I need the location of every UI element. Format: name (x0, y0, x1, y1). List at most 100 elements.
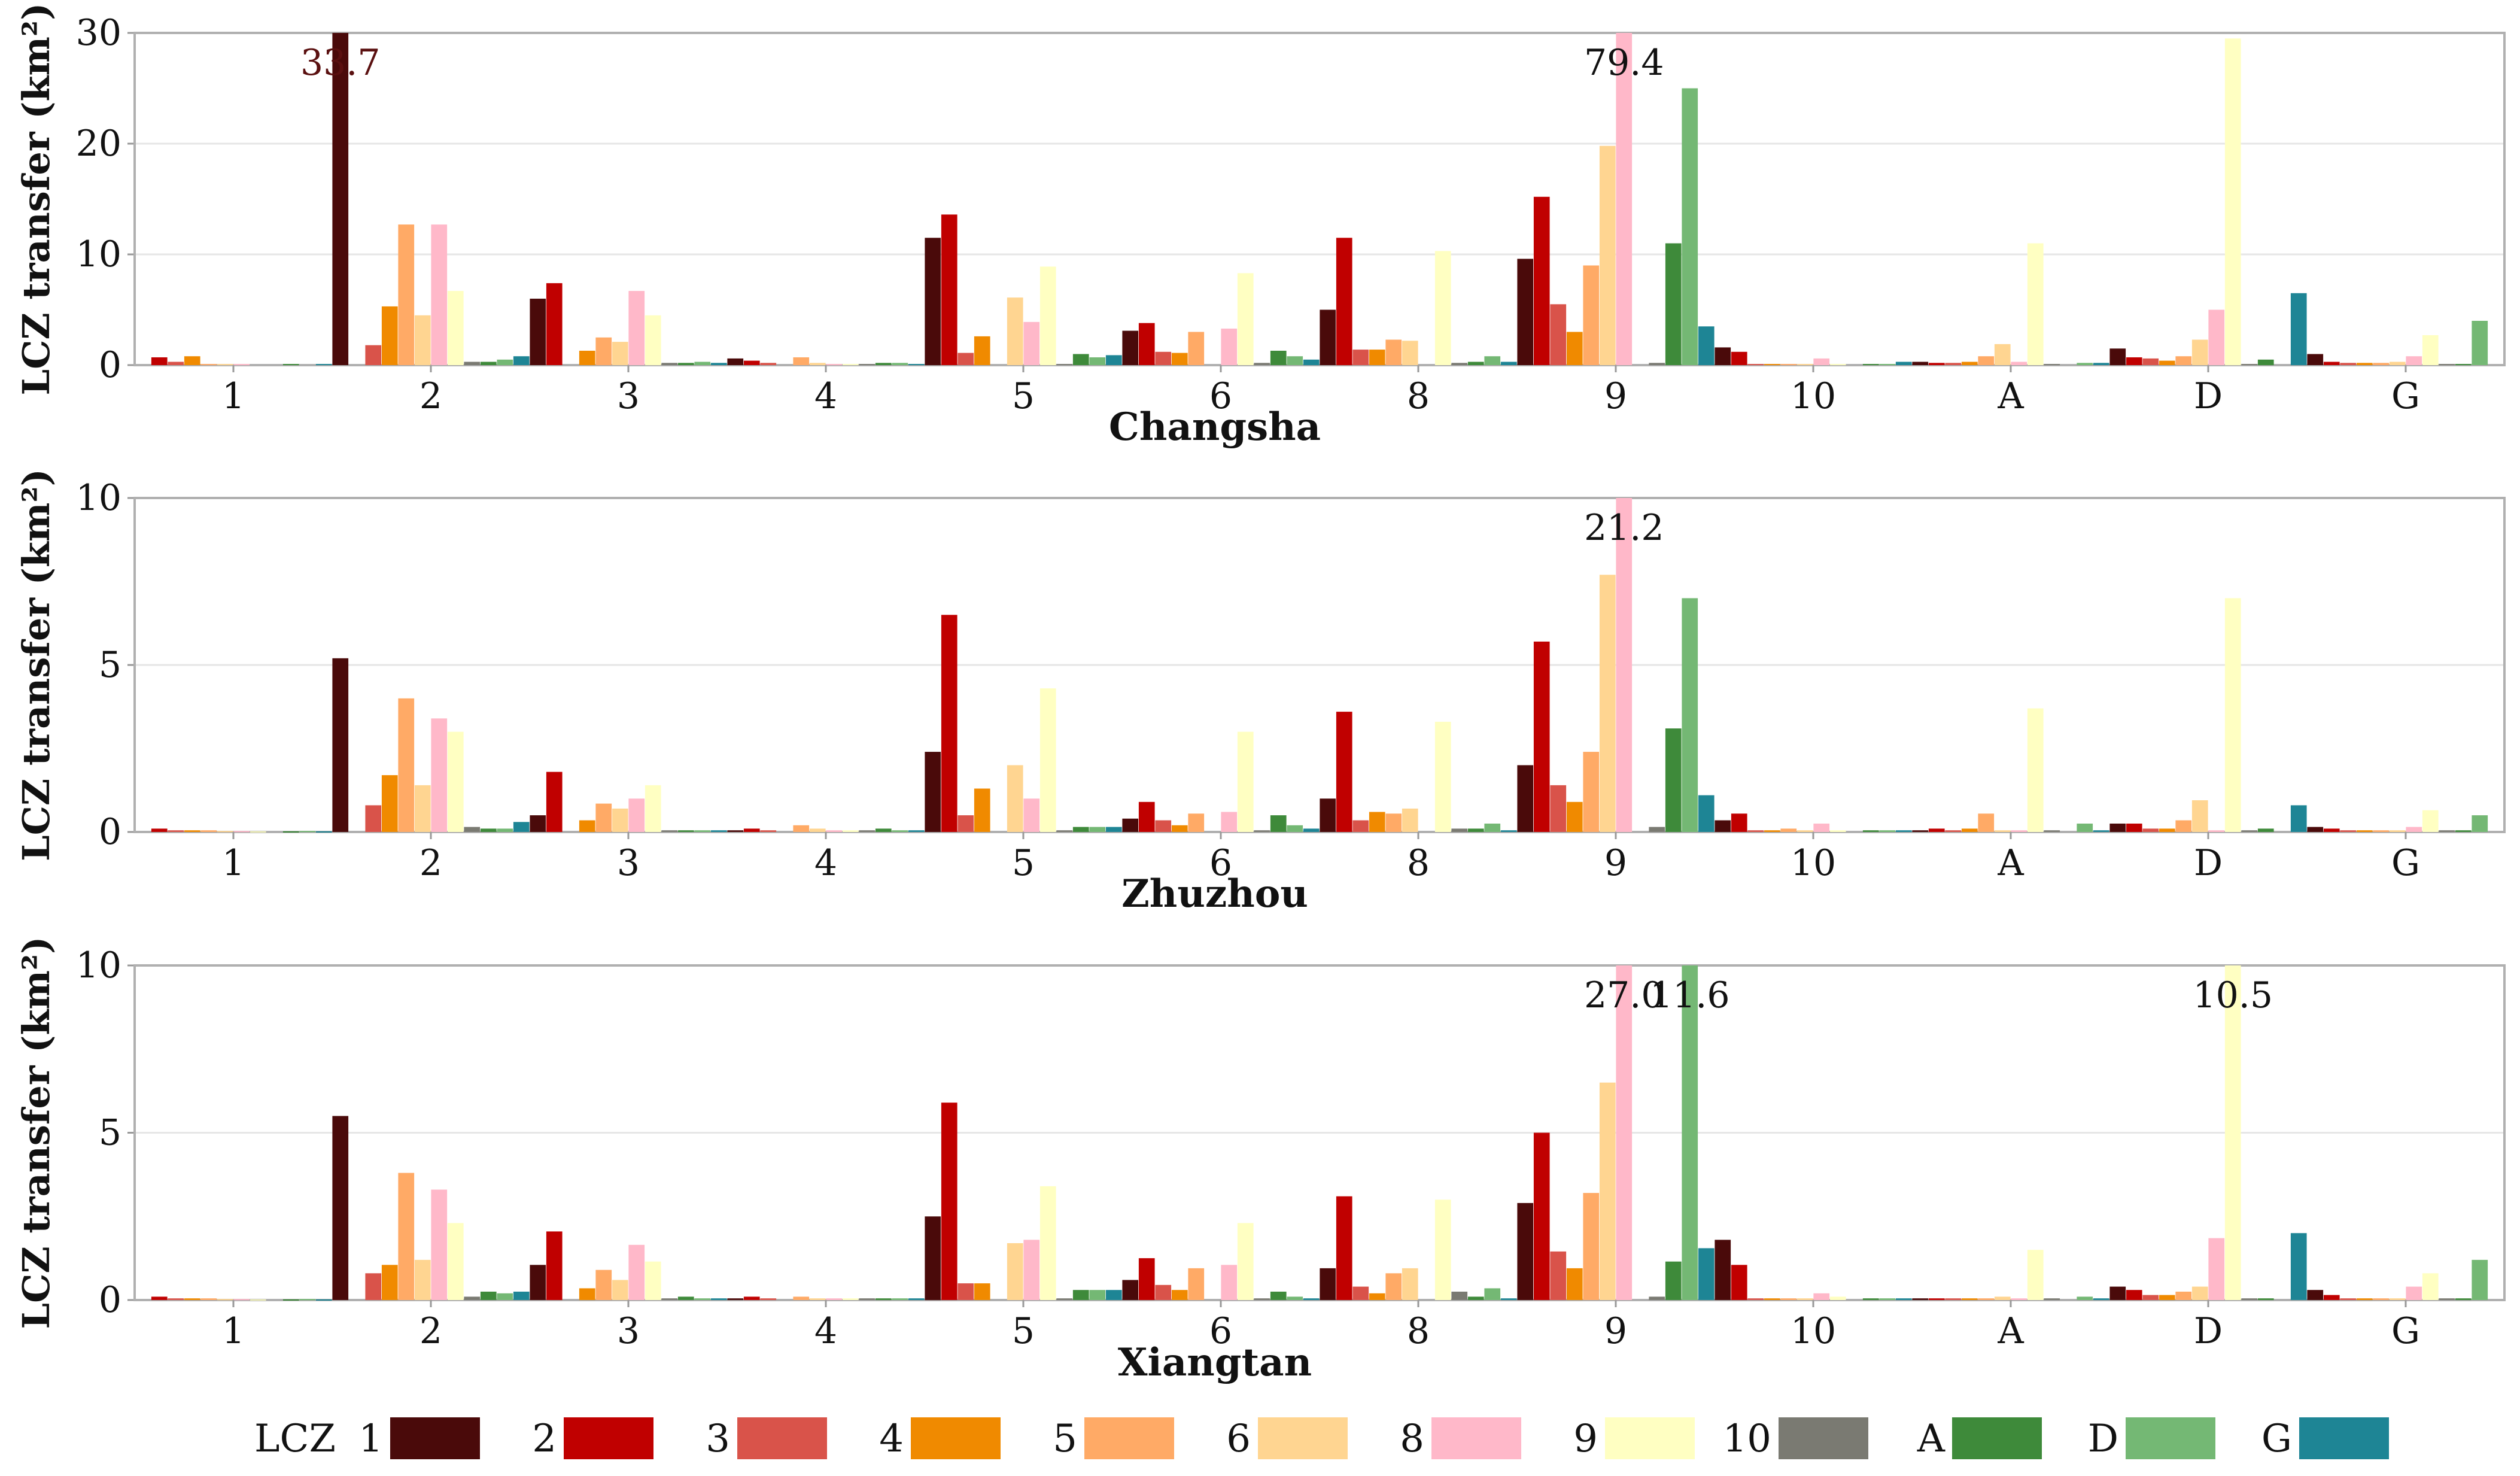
bar-zhuzhou-from-9-to-G (1698, 795, 1715, 832)
bar-zhuzhou-from-6-to-9 (1237, 731, 1254, 832)
bar-zhuzhou-from-1-to-A (282, 831, 299, 833)
bar-changsha-from-1-to-G (315, 364, 332, 366)
bar-changsha-from-G-to-8 (2406, 356, 2422, 365)
bar-zhuzhou-from-6-to-3 (1155, 820, 1172, 832)
bar-changsha-from-6-to-A (1270, 351, 1287, 365)
bar-changsha-from-8-to-10 (1451, 363, 1468, 365)
overflow-value-label: 27.0 (1584, 974, 1664, 1016)
bar-changsha-from-5-to-1 (925, 238, 941, 366)
bar-changsha-from-G-to-10 (2439, 364, 2455, 366)
bar-changsha-from-9-to-D (1682, 88, 1698, 365)
bar-xiangtan-from-5-to-4 (974, 1283, 990, 1300)
bar-xiangtan-from-D-to-5 (2175, 1292, 2192, 1300)
x-tick-label: 1 (222, 1310, 245, 1352)
bar-changsha-from-6-to-2 (1138, 323, 1155, 365)
bar-zhuzhou-from-1-to-3 (168, 830, 184, 832)
bar-xiangtan-from-2-to-3 (365, 1273, 382, 1300)
bar-xiangtan-from-8-to-1 (1320, 1268, 1336, 1300)
bar-changsha-from-4-to-2 (743, 360, 760, 365)
bar-zhuzhou-from-D-to-10 (2241, 830, 2258, 832)
x-tick-label: 2 (420, 842, 442, 884)
bar-changsha-from-D-to-G (2290, 293, 2307, 366)
bar-xiangtan-from-A-to-8 (2011, 1298, 2027, 1300)
y-tick-label: 5 (99, 644, 121, 686)
bar-xiangtan-from-G-to-9 (2422, 1273, 2439, 1300)
bar-changsha-from-10-to-8 (1813, 358, 1830, 365)
bar-xiangtan-from-6-to-D (1287, 1296, 1303, 1300)
bar-changsha-from-1-to-5 (200, 364, 217, 366)
bar-changsha-from-8-to-2 (1336, 238, 1352, 366)
bar-zhuzhou-from-G-to-9 (2422, 810, 2439, 832)
bar-xiangtan-from-9-to-8 (1616, 965, 1633, 1300)
legend-swatch (1779, 1417, 1868, 1459)
bar-xiangtan-from-10-to-3 (1747, 1298, 1764, 1300)
bar-changsha-from-A-to-3 (1945, 363, 1962, 365)
bar-zhuzhou-from-3-to-5 (595, 803, 612, 832)
bar-xiangtan-from-10-to-G (1895, 1298, 1912, 1300)
x-tick-label: D (2194, 842, 2223, 884)
chart-panel-zhuzhou: 0 5 10 LCZ transfer (km²) 1 2 3 4 5 6 8 21.2 9 10 A D G Z… (14, 469, 2506, 916)
bar-changsha-from-4-to-D (892, 363, 908, 365)
bar-zhuzhou-from-A-to-8 (2011, 830, 2027, 832)
bar-zhuzhou-from-8-to-10 (1451, 828, 1468, 832)
bar-changsha-from-8-to-G (1500, 362, 1517, 365)
bar-xiangtan-from-2-to-8 (431, 1189, 448, 1300)
bar-xiangtan-from-5-to-6 (1007, 1243, 1023, 1300)
overflow-value-label: 10.5 (2193, 974, 2273, 1016)
bar-xiangtan-from-4-to-3 (760, 1298, 777, 1300)
bar-zhuzhou-from-4-to-D (892, 830, 908, 832)
bar-zhuzhou-from-10-to-G (1895, 830, 1912, 832)
bar-zhuzhou-from-G-to-3 (2340, 830, 2357, 832)
bar-changsha-from-4-to-A (875, 363, 892, 365)
bar-changsha-from-8-to-1 (1320, 309, 1336, 365)
bar-xiangtan-from-D-to-3 (2142, 1295, 2159, 1300)
bar-zhuzhou-from-6-to-2 (1138, 801, 1155, 832)
y-tick-label: 0 (99, 1279, 121, 1321)
bar-xiangtan-from-10-to-D (1879, 1298, 1896, 1300)
bar-xiangtan-from-2-to-4 (381, 1265, 398, 1300)
bar-xiangtan-from-6-to-9 (1237, 1223, 1254, 1300)
bar-xiangtan-from-10-to-4 (1764, 1298, 1780, 1300)
bar-changsha-from-2-to-1 (332, 33, 349, 365)
bar-changsha-from-10-to-3 (1747, 364, 1764, 366)
bar-zhuzhou-from-4-to-1 (727, 830, 744, 832)
bar-xiangtan-from-1-to-8 (233, 1299, 250, 1301)
bar-changsha-from-4-to-8 (826, 364, 843, 366)
bar-changsha-from-2-to-9 (447, 291, 464, 365)
bar-zhuzhou-from-10-to-4 (1764, 830, 1780, 832)
bar-xiangtan-from-6-to-3 (1155, 1284, 1172, 1300)
bar-xiangtan-from-1-to-2 (151, 1296, 168, 1300)
bar-changsha-from-1-to-4 (184, 356, 200, 365)
bar-zhuzhou-from-6-to-1 (1122, 818, 1139, 832)
bar-zhuzhou-from-4-to-3 (760, 830, 777, 832)
bar-xiangtan-from-A-to-G (2093, 1298, 2109, 1300)
bar-zhuzhou-from-D-to-A (2257, 828, 2274, 832)
y-tick-label: 10 (76, 233, 121, 275)
bar-xiangtan-from-10-to-A (1862, 1298, 1879, 1300)
bar-zhuzhou-from-3-to-8 (628, 798, 645, 832)
bar-changsha-from-D-to-5 (2175, 356, 2192, 365)
bar-changsha-from-D-to-4 (2159, 360, 2175, 365)
bar-xiangtan-from-3-to-8 (628, 1244, 645, 1300)
legend-label: D (2088, 1417, 2118, 1461)
bar-xiangtan-from-D-to-8 (2208, 1238, 2225, 1300)
legend: LCZ 1 2 3 4 5 6 8 9 10 A D G (254, 1417, 2389, 1461)
bar-xiangtan-from-G-to-2 (2323, 1295, 2340, 1300)
y-axis-label: LCZ transfer (km²) (14, 3, 58, 396)
bar-changsha-from-1-to-A (282, 364, 299, 366)
bar-zhuzhou-from-3-to-A (677, 830, 694, 832)
bar-zhuzhou-from-3-to-D (694, 830, 711, 832)
x-tick-label: 10 (1791, 842, 1836, 884)
bar-xiangtan-from-10-to-9 (1829, 1296, 1846, 1300)
bar-xiangtan-from-G-to-8 (2406, 1286, 2422, 1300)
y-tick-label: 10 (76, 477, 121, 519)
bar-xiangtan-from-8-to-2 (1336, 1196, 1352, 1300)
bar-xiangtan-from-4-to-D (892, 1298, 908, 1300)
bar-zhuzhou-from-A-to-4 (1961, 828, 1978, 832)
bar-changsha-from-9-to-4 (1566, 332, 1583, 365)
bar-zhuzhou-from-A-to-2 (1928, 828, 1945, 832)
bar-zhuzhou-from-5-to-6 (1007, 765, 1023, 832)
bar-zhuzhou-from-8-to-4 (1369, 812, 1385, 832)
bar-changsha-from-2-to-6 (414, 315, 431, 366)
